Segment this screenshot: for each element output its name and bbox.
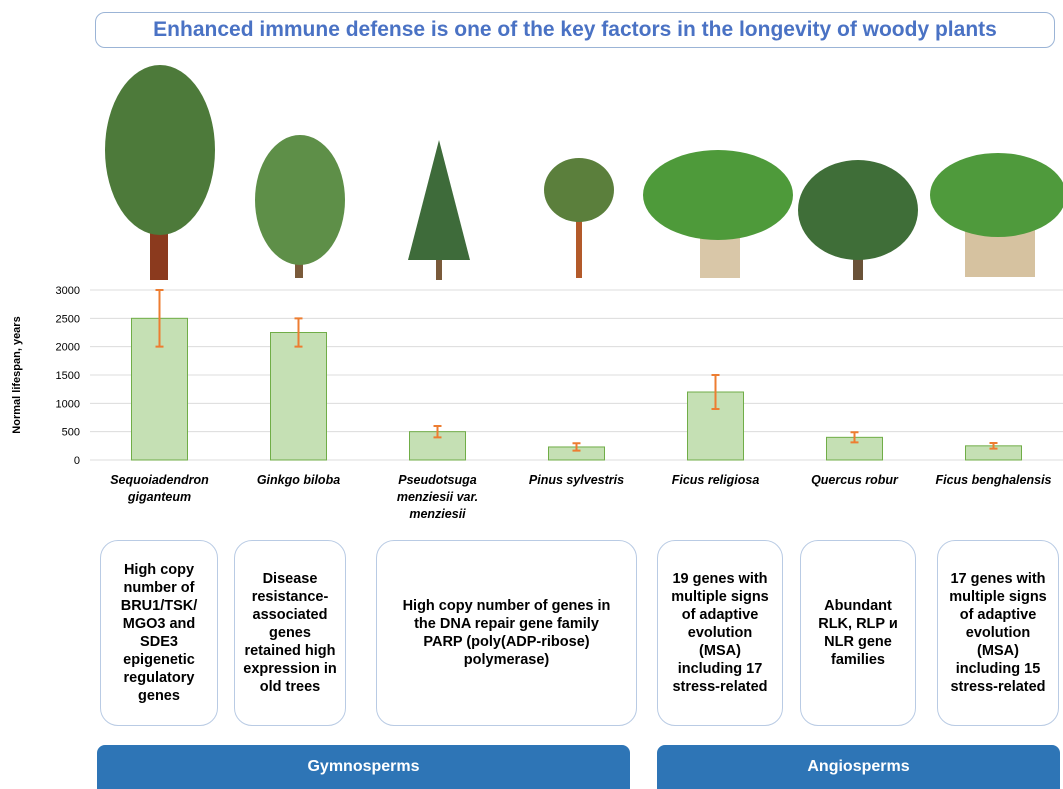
x-tick-label: Pinus sylvestris (528, 473, 625, 487)
group-label: Gymnosperms (97, 745, 630, 789)
annotation-box: 17 genes with multiple signs of adaptive… (937, 540, 1059, 726)
y-tick-label: 1500 (56, 370, 80, 382)
x-tick-label: Ginkgo biloba (256, 473, 341, 487)
x-tick-label: Sequoiadendron giganteum (110, 473, 209, 504)
annotation-box: High copy number of BRU1/TSK/ MGO3 and S… (100, 540, 218, 726)
y-tick-label: 0 (74, 455, 80, 467)
annotation-box: Abundant RLK, RLP и NLR gene families (800, 540, 916, 726)
bar (270, 332, 327, 461)
annotation-box: Disease resistance-associated genes reta… (234, 540, 346, 726)
error-bar (572, 442, 581, 452)
x-tick-label: Quercus robur (811, 473, 898, 487)
error-bar (989, 442, 998, 450)
group-label: Angiosperms (657, 745, 1060, 789)
x-tick-label: Ficus benghalensis (935, 473, 1052, 487)
y-tick-label: 2000 (56, 342, 80, 354)
title: Enhanced immune defense is one of the ke… (95, 12, 1055, 48)
x-tick-label: Pseudotsuga menziesii var. menziesii (396, 473, 479, 521)
y-axis-label: Normal lifespan, years (11, 316, 23, 433)
x-tick-label: Ficus religiosa (671, 473, 760, 487)
annotation-box: 19 genes with multiple signs of adaptive… (657, 540, 783, 726)
error-bar (433, 425, 442, 439)
error-bar (155, 289, 164, 348)
tree-illustrations (105, 65, 1063, 280)
y-tick-label: 2500 (56, 313, 80, 325)
y-tick-label: 500 (62, 427, 80, 439)
error-bar (850, 431, 859, 444)
y-tick-label: 3000 (56, 285, 80, 297)
error-bar (711, 374, 720, 410)
y-tick-label: 1000 (56, 398, 80, 410)
annotation-box: High copy number of genes in the DNA rep… (376, 540, 637, 726)
error-bar (294, 317, 303, 348)
